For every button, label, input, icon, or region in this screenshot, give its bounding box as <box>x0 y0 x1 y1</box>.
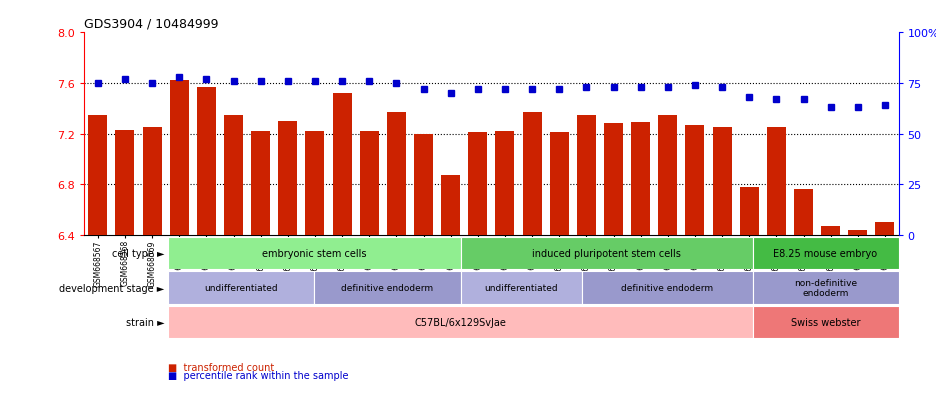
Bar <box>468 133 488 235</box>
Bar <box>767 128 786 235</box>
Text: E8.25 mouse embryo: E8.25 mouse embryo <box>773 249 878 259</box>
Text: ■  transformed count: ■ transformed count <box>168 362 275 372</box>
Bar <box>278 121 298 235</box>
Bar <box>658 115 678 235</box>
Bar <box>753 306 899 338</box>
Bar <box>461 272 582 304</box>
Bar <box>582 272 753 304</box>
Bar <box>522 113 542 235</box>
Text: C57BL/6x129SvJae: C57BL/6x129SvJae <box>415 317 506 327</box>
Bar <box>359 132 379 235</box>
Bar <box>332 94 352 235</box>
Text: strain ►: strain ► <box>125 317 165 327</box>
Bar <box>821 227 841 235</box>
Bar <box>314 272 461 304</box>
Text: definitive endoderm: definitive endoderm <box>622 283 713 292</box>
Bar <box>631 123 651 235</box>
Bar <box>305 132 325 235</box>
Text: undifferentiated: undifferentiated <box>205 283 278 292</box>
Text: Swiss webster: Swiss webster <box>791 317 860 327</box>
Text: undifferentiated: undifferentiated <box>485 283 558 292</box>
Text: cell type ►: cell type ► <box>111 249 165 259</box>
Bar <box>794 190 813 235</box>
Bar <box>251 132 271 235</box>
Bar <box>604 124 623 235</box>
Bar <box>685 126 705 235</box>
Bar <box>712 128 732 235</box>
Bar <box>753 272 899 304</box>
Bar <box>224 115 243 235</box>
Text: ■  percentile rank within the sample: ■ percentile rank within the sample <box>168 370 349 380</box>
Bar <box>115 131 135 235</box>
Bar <box>495 132 515 235</box>
Bar <box>753 237 899 270</box>
Text: development stage ►: development stage ► <box>59 283 165 293</box>
Bar <box>169 81 189 235</box>
Bar <box>739 188 759 235</box>
Bar <box>441 176 461 235</box>
Bar <box>848 230 868 235</box>
Text: definitive endoderm: definitive endoderm <box>342 283 433 292</box>
Text: induced pluripotent stem cells: induced pluripotent stem cells <box>532 249 681 259</box>
Bar <box>875 223 895 235</box>
Text: embryonic stem cells: embryonic stem cells <box>262 249 367 259</box>
Bar <box>168 272 314 304</box>
Text: non-definitive
endoderm: non-definitive endoderm <box>794 278 857 297</box>
Bar <box>197 88 216 235</box>
Text: GDS3904 / 10484999: GDS3904 / 10484999 <box>84 17 219 31</box>
Bar <box>461 237 753 270</box>
Bar <box>168 306 753 338</box>
Bar <box>88 115 108 235</box>
Bar <box>414 134 433 235</box>
Bar <box>387 113 406 235</box>
Bar <box>549 133 569 235</box>
Bar <box>577 115 596 235</box>
Bar <box>142 128 162 235</box>
Bar <box>168 237 461 270</box>
